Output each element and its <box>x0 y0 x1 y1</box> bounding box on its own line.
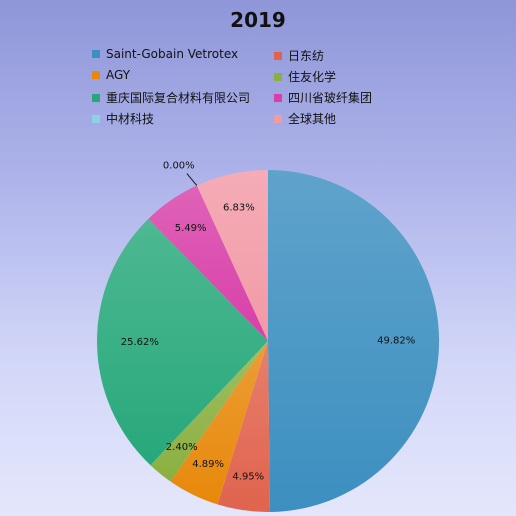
legend-label: 重庆国际复合材料有限公司 <box>106 91 251 105</box>
slice-data-label: 49.82% <box>377 335 415 346</box>
legend-swatch <box>92 50 100 58</box>
legend: Saint-Gobain Vetrotex 日东纺 AGY 住友化学重庆国际复合材料有… <box>0 0 516 140</box>
legend-item: AGY <box>92 68 130 82</box>
legend-swatch <box>274 72 282 81</box>
legend-swatch <box>274 51 282 60</box>
legend-label: 四川省玻纤集团 <box>288 91 373 105</box>
legend-swatch <box>274 93 282 102</box>
leader-line <box>186 173 198 186</box>
legend-label: Saint-Gobain Vetrotex <box>106 47 239 61</box>
legend-item: Saint-Gobain Vetrotex <box>92 47 238 61</box>
pie-slice <box>148 185 268 341</box>
legend-swatch <box>92 93 100 102</box>
pie-slice <box>170 341 268 505</box>
legend-item: 中材科技 <box>92 110 154 127</box>
pie-slice <box>96 218 268 466</box>
legend-label: 全球其他 <box>288 112 337 126</box>
legend-item: 全球其他 <box>274 110 336 127</box>
legend-label: 中材科技 <box>106 112 155 126</box>
legend-swatch <box>92 114 100 123</box>
legend-item: 住友化学 <box>274 68 336 85</box>
legend-item: 四川省玻纤集团 <box>274 89 372 106</box>
slice-data-label: 5.49% <box>175 223 207 234</box>
slice-data-label: 4.95% <box>232 471 264 482</box>
slice-data-label: 0.00% <box>163 161 195 172</box>
slice-data-label: 4.89% <box>192 459 224 470</box>
pie-slice <box>268 169 440 512</box>
legend-item: 日东纺 <box>274 47 324 64</box>
legend-swatch <box>274 114 282 123</box>
legend-label: 住友化学 <box>288 70 337 84</box>
pie-slice <box>217 341 270 513</box>
slice-data-label: 6.83% <box>223 202 255 213</box>
slice-data-label: 2.40% <box>166 442 198 453</box>
slice-data-label: 25.62% <box>121 337 159 348</box>
legend-label: AGY <box>106 68 131 82</box>
pie-slice <box>196 170 268 341</box>
legend-swatch <box>92 71 100 79</box>
legend-item: 重庆国际复合材料有限公司 <box>92 89 250 106</box>
pie-slice <box>150 341 268 482</box>
chart-title: 2019 <box>230 8 286 32</box>
legend-label: 日东纺 <box>288 49 325 63</box>
